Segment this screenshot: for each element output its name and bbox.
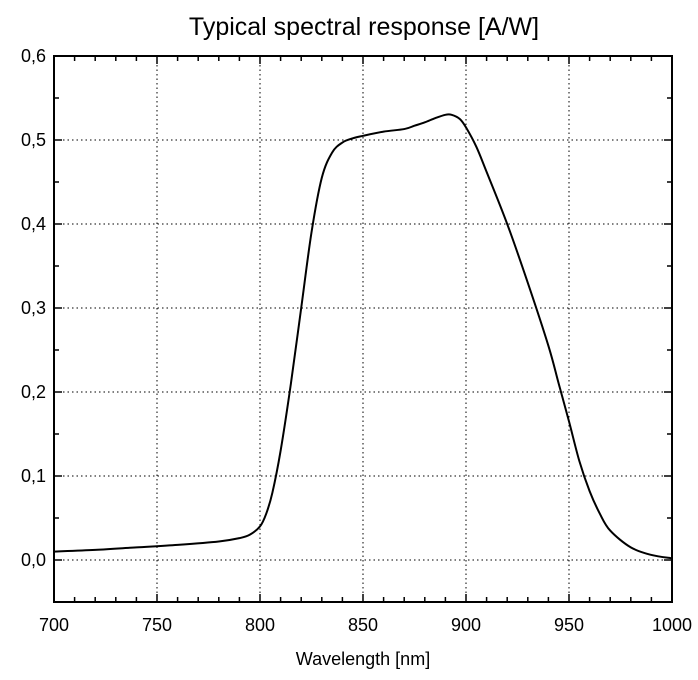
y-tick-label: 0,4 xyxy=(21,214,46,234)
x-tick-label: 800 xyxy=(245,615,275,635)
chart-title: Typical spectral response [A/W] xyxy=(189,13,539,41)
y-tick-label: 0,3 xyxy=(21,298,46,318)
series-line xyxy=(53,113,673,560)
y-tick-label: 0,0 xyxy=(21,550,46,570)
grid-lines xyxy=(54,56,672,602)
plot-frame xyxy=(53,55,673,603)
y-tick-label: 0,6 xyxy=(21,46,46,66)
y-tick-labels: 0,0 0,1 0,2 0,3 0,4 0,5 0,6 xyxy=(21,46,46,570)
y-tick-label: 0,1 xyxy=(21,466,46,486)
x-tick-label: 850 xyxy=(348,615,378,635)
x-axis-label: Wavelength [nm] xyxy=(296,649,430,669)
x-tick-label: 950 xyxy=(554,615,584,635)
y-tick-label: 0,2 xyxy=(21,382,46,402)
x-tick-label: 700 xyxy=(39,615,69,635)
x-tick-labels: 700 750 800 850 900 950 1000 xyxy=(39,615,692,635)
y-tick-label: 0,5 xyxy=(21,130,46,150)
x-tick-label: 900 xyxy=(451,615,481,635)
x-tick-label: 1000 xyxy=(652,615,692,635)
x-tick-label: 750 xyxy=(142,615,172,635)
